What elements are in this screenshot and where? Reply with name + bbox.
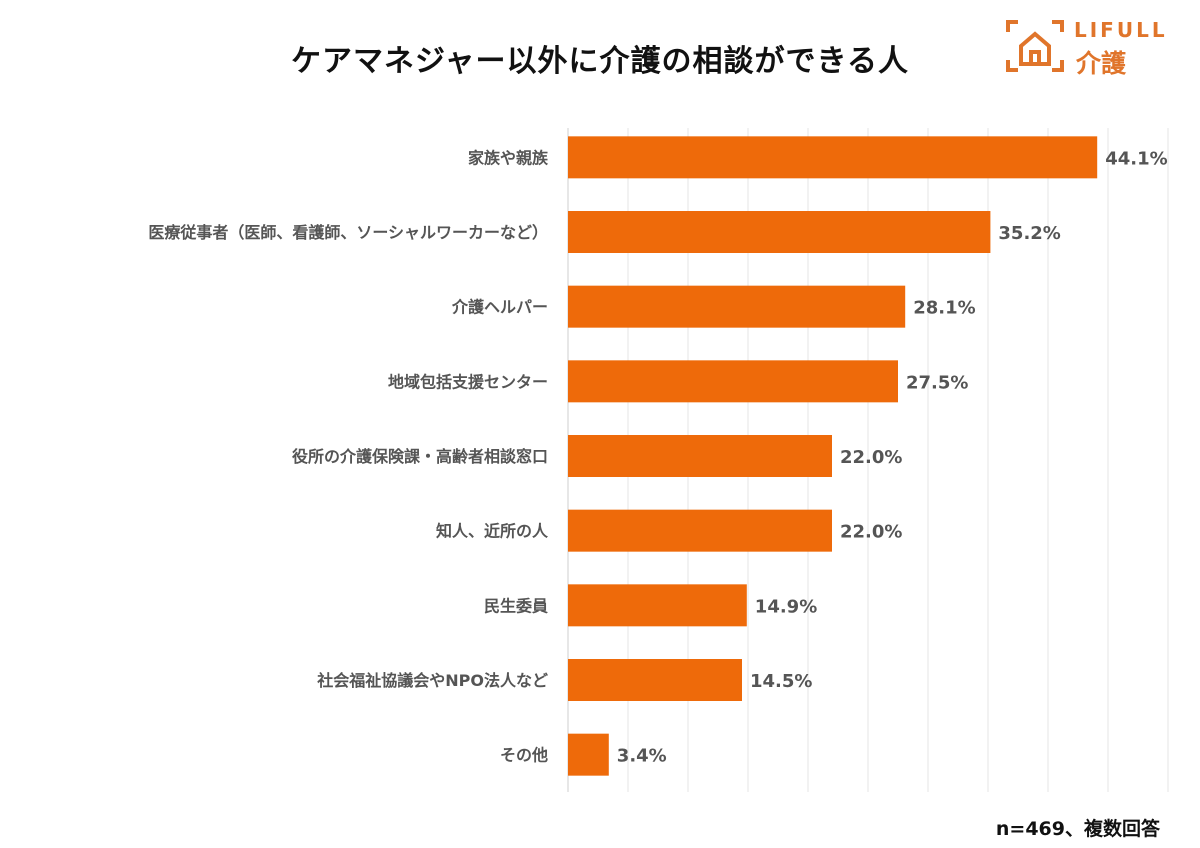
logo-brand: LIFULL (1074, 18, 1168, 42)
category-label: 役所の介護保険課・高齢者相談窓口 (292, 447, 548, 466)
value-label: 22.0% (840, 447, 902, 468)
value-label: 35.2% (998, 223, 1060, 244)
category-label: その他 (500, 746, 548, 765)
category-label: 地域包括支援センター (388, 372, 548, 391)
chart-title: ケアマネジャー以外に介護の相談ができる人 (291, 44, 909, 79)
bar (568, 435, 832, 477)
bar (568, 659, 742, 701)
bar (568, 733, 609, 776)
value-label: 3.4% (617, 746, 667, 767)
bar (568, 360, 898, 403)
value-label: 22.0% (840, 522, 902, 543)
bar (568, 211, 991, 253)
bar (568, 285, 906, 328)
value-label: 14.9% (755, 596, 817, 617)
house-frame-icon (1006, 20, 1064, 72)
category-label: 社会福祉協議会やNPO法人など (316, 671, 548, 690)
value-label: 44.1% (1105, 148, 1167, 169)
sample-note: n=469、複数回答 (995, 818, 1160, 840)
value-label: 14.5% (750, 671, 812, 692)
category-label: 家族や親族 (468, 148, 549, 167)
lifull-kaigo-logo: LIFULL 介護 (1004, 18, 1194, 78)
value-label: 28.1% (913, 298, 975, 319)
category-label: 民生委員 (484, 596, 548, 615)
bar (568, 584, 747, 627)
category-label: 介護ヘルパー (451, 298, 548, 317)
category-label: 医療従事者（医師、看護師、ソーシャルワーカーなど） (148, 223, 548, 242)
bar (568, 509, 832, 552)
bar (568, 136, 1098, 179)
value-label: 27.5% (906, 372, 968, 393)
logo-sub: 介護 (1076, 49, 1127, 78)
category-label: 知人、近所の人 (436, 522, 549, 541)
